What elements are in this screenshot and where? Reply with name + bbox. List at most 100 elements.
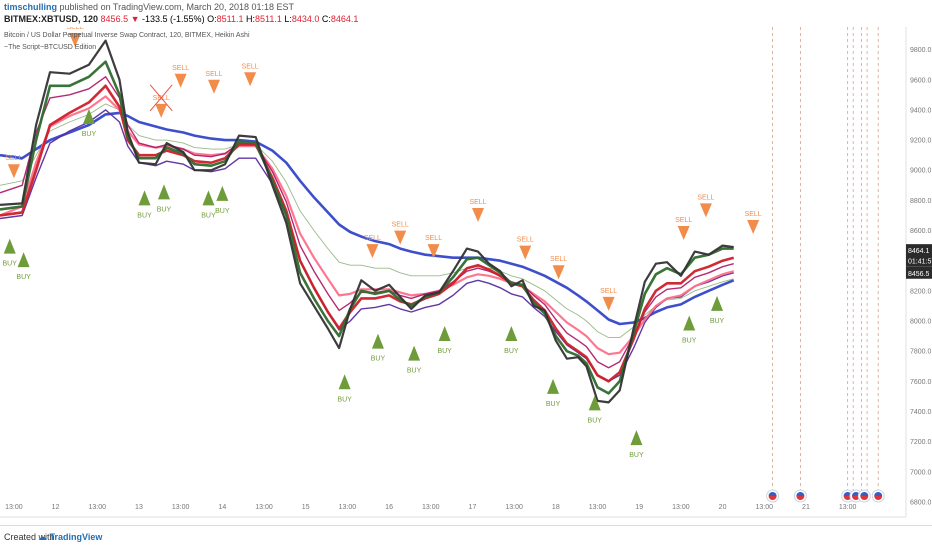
flag-icon-top [874, 492, 883, 496]
ohlc-bar: BITMEX:XBTUSD, 120 8456.5 ▼ -133.5 (-1.5… [4, 14, 358, 24]
buy-label: BUY [682, 338, 697, 345]
sell-label: SELL [600, 288, 617, 295]
buy-marker [630, 430, 643, 446]
buy-label: BUY [437, 348, 452, 355]
flag-icon-bottom [768, 496, 777, 500]
low-value: 8434.0 [291, 14, 320, 24]
x-tick-label: 13:00 [505, 504, 523, 511]
price-tag-text: 8464.1 [908, 248, 930, 255]
script-name[interactable]: ~The Script~BTCUSD Edition [4, 44, 96, 51]
sell-label: SELL [205, 71, 222, 78]
cancel-cross-line [149, 84, 173, 112]
buy-marker [711, 295, 724, 311]
green-line [0, 60, 734, 395]
indicator-lines [0, 39, 735, 404]
buy-marker [338, 374, 351, 390]
buy-label: BUY [16, 274, 31, 281]
time-axis[interactable]: 13:00 12 13:00 13 13:00 14 13:00 15 13:00 16 13:00… [5, 504, 856, 511]
x-tick-label: 13:00 [89, 504, 107, 511]
y-tick-label: 7000.0 [910, 469, 932, 476]
y-tick-label: 8200.0 [910, 288, 932, 295]
y-tick-label: 9200.0 [910, 138, 932, 145]
tradingview-logo[interactable]: ☁ TradingView [38, 532, 102, 543]
buy-label: BUY [3, 261, 18, 268]
sell-marker [366, 244, 379, 259]
open-value: 8511.1 [216, 14, 244, 24]
y-tick-label: 8800.0 [910, 198, 932, 205]
sell-label: SELL [550, 256, 567, 263]
event-icons[interactable] [766, 489, 885, 503]
buy-marker [371, 333, 384, 349]
sell-marker [747, 220, 760, 235]
x-tick-label: 13:00 [589, 504, 607, 511]
sell-label: SELL [66, 27, 83, 31]
buy-label: BUY [629, 452, 644, 459]
y-tick-label: 8600.0 [910, 228, 932, 235]
high-label: H: [245, 14, 255, 24]
buy-label: BUY [371, 356, 386, 363]
low-label: L: [284, 14, 292, 24]
x-tick-label: 13:00 [672, 504, 690, 511]
red-line [0, 84, 735, 383]
flag-icon-top [796, 492, 805, 496]
cloud-icon: ☁ [38, 532, 47, 542]
price-tag-text: 01:41:57 [908, 259, 932, 266]
price-tag [906, 266, 932, 279]
blue-line [0, 111, 735, 326]
x-tick-label: 18 [552, 504, 560, 511]
buy-marker [17, 252, 30, 268]
buy-marker [505, 326, 518, 342]
brand-text: TradingView [49, 532, 103, 542]
pink-line [0, 95, 734, 356]
buy-marker [683, 315, 696, 331]
y-tick-label: 9600.0 [910, 77, 932, 84]
buy-marker [157, 184, 170, 200]
sell-label: SELL [675, 217, 692, 224]
buy-marker [588, 395, 601, 411]
buy-label: BUY [546, 401, 561, 408]
down-arrow-icon: ▼ [130, 14, 140, 24]
publish-line: timschulling published on TradingView.co… [4, 2, 294, 12]
price-tag-text: 8456.5 [908, 271, 930, 278]
buy-label: BUY [215, 208, 230, 215]
sell-label: SELL [392, 222, 409, 229]
olive-line [0, 103, 734, 339]
buy-marker [82, 108, 95, 124]
x-tick-label: 19 [635, 504, 643, 511]
buy-marker [408, 345, 421, 361]
sell-label: SELL [5, 155, 22, 162]
flag-icon-top [860, 492, 869, 496]
y-tick-label: 9000.0 [910, 168, 932, 175]
sell-label: SELL [364, 235, 381, 242]
sell-label: SELL [242, 63, 259, 70]
author-link[interactable]: timschulling [4, 2, 58, 12]
event-lines [772, 27, 879, 495]
sell-marker [155, 103, 168, 118]
y-tick-label: 9400.0 [910, 107, 932, 114]
x-tick-label: 16 [385, 504, 393, 511]
sell-marker [472, 207, 485, 222]
flag-icon-bottom [874, 496, 883, 500]
sell-label: SELL [172, 65, 189, 72]
x-tick-label: 12 [52, 504, 60, 511]
buy-label: BUY [157, 206, 172, 213]
publish-text: published on TradingView.com, March 20, … [59, 2, 295, 12]
price-axis[interactable]: 6800.0 7000.0 7200.0 7400.0 7600.0 7800.0 8000… [910, 47, 932, 506]
flag-icon-top [768, 492, 777, 496]
black-line [0, 39, 734, 404]
x-tick-label: 13:00 [255, 504, 273, 511]
buy-marker [138, 190, 151, 206]
x-tick-label: 13:00 [839, 504, 857, 511]
chart-area[interactable]: BUY BUY BUY BUY BUY BUY BUY BUY BUY BUY BUY BUY BUY B… [0, 3, 932, 525]
sell-label: SELL [697, 194, 714, 201]
series-title[interactable]: Bitcoin / US Dollar Perpetual Inverse Sw… [4, 32, 250, 39]
sell-marker [394, 230, 407, 245]
buy-marker [216, 185, 229, 201]
x-tick-label: 13:00 [172, 504, 190, 511]
buy-label: BUY [407, 368, 422, 375]
buy-label: BUY [710, 318, 725, 325]
buy-label: BUY [504, 348, 519, 355]
x-tick-label: 13:00 [339, 504, 357, 511]
